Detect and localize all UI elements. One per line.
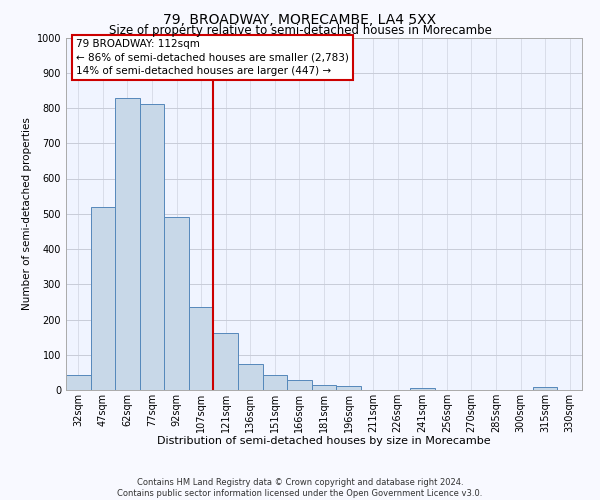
X-axis label: Distribution of semi-detached houses by size in Morecambe: Distribution of semi-detached houses by … [157,436,491,446]
Bar [66,375,91,390]
Bar [189,307,214,390]
Text: Size of property relative to semi-detached houses in Morecambe: Size of property relative to semi-detach… [109,24,491,37]
Text: 79, BROADWAY, MORECAMBE, LA4 5XX: 79, BROADWAY, MORECAMBE, LA4 5XX [163,12,437,26]
Y-axis label: Number of semi-detached properties: Number of semi-detached properties [22,118,32,310]
Bar [115,98,140,390]
Bar [164,216,189,390]
Text: Contains HM Land Registry data © Crown copyright and database right 2024.
Contai: Contains HM Land Registry data © Crown c… [118,478,482,498]
Bar [140,104,164,390]
Bar [312,386,336,390]
Bar [263,375,287,390]
Text: 79 BROADWAY: 112sqm
← 86% of semi-detached houses are smaller (2,783)
14% of sem: 79 BROADWAY: 112sqm ← 86% of semi-detach… [76,40,349,76]
Bar [336,386,361,390]
Bar [410,388,434,390]
Bar [214,333,238,390]
Bar [238,364,263,390]
Bar [91,206,115,390]
Bar [533,387,557,390]
Bar [287,380,312,390]
